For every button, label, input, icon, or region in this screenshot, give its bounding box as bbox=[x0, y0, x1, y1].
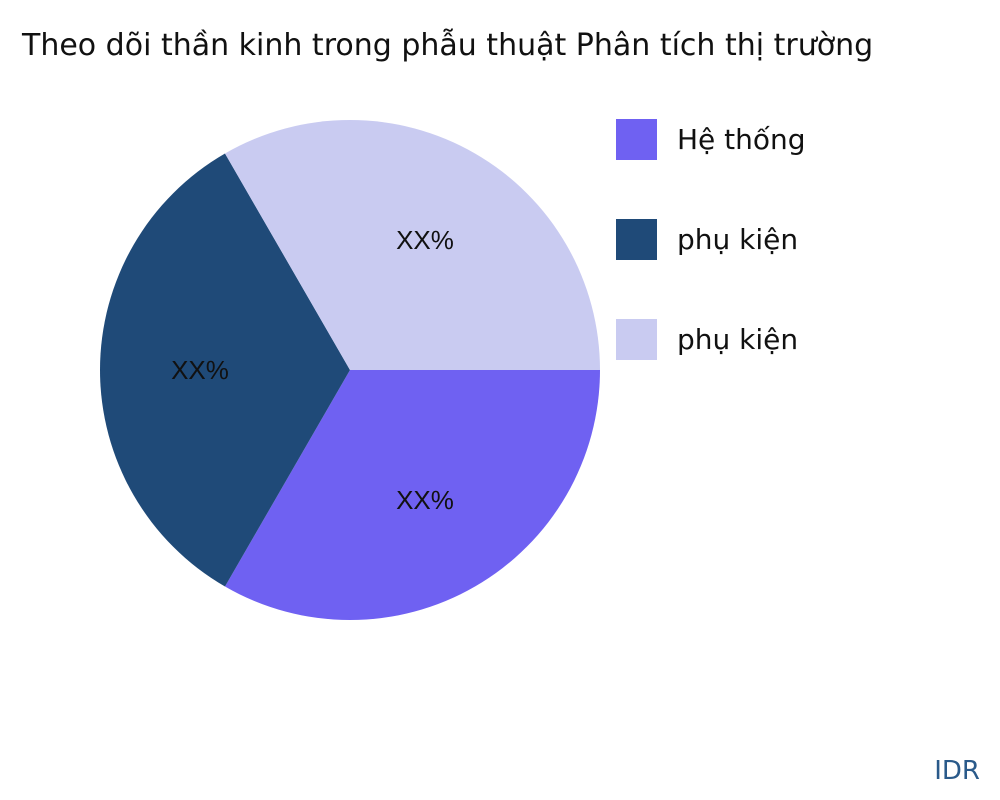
chart-title: Theo dõi thần kinh trong phẫu thuật Phân… bbox=[22, 28, 874, 63]
legend-label: phụ kiện bbox=[677, 223, 799, 256]
pie-slice-2 bbox=[225, 119, 600, 370]
slice-label-0: XX% bbox=[396, 485, 454, 515]
legend-item: Hệ thống bbox=[616, 119, 806, 160]
pie-slice-0 bbox=[225, 370, 600, 620]
slice-label-2: XX% bbox=[396, 225, 454, 255]
legend-label: phụ kiện bbox=[677, 323, 799, 356]
legend-swatch bbox=[616, 219, 657, 260]
legend-item: phụ kiện bbox=[616, 319, 798, 360]
watermark: IDR bbox=[934, 756, 980, 786]
legend-item: phụ kiện bbox=[616, 219, 798, 260]
legend-swatch bbox=[616, 119, 657, 160]
slice-label-1: XX% bbox=[171, 355, 229, 385]
legend-label: Hệ thống bbox=[677, 123, 806, 156]
legend-swatch bbox=[616, 319, 657, 360]
